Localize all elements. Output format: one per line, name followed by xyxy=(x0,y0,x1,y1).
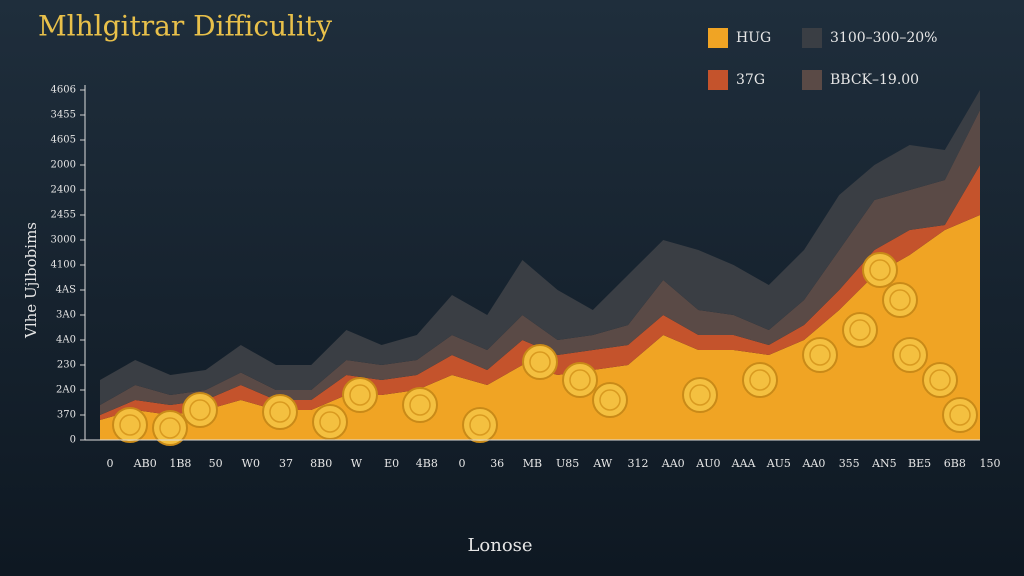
coin xyxy=(942,397,978,433)
y-tick-label: 2000 xyxy=(51,160,76,171)
x-tick-label: AAA xyxy=(731,457,757,470)
coin xyxy=(312,404,348,440)
coin xyxy=(842,312,878,348)
y-tick-label: 230 xyxy=(57,360,76,371)
coin xyxy=(152,410,188,446)
y-tick-label: 4A0 xyxy=(56,335,76,346)
x-tick-label: AU0 xyxy=(695,457,720,470)
coin-inner xyxy=(869,259,891,281)
x-tick-label: AU5 xyxy=(766,457,791,470)
legend-label: 3100–300–20% xyxy=(830,30,937,46)
legend-label: BBCK–19.00 xyxy=(830,72,919,88)
coin xyxy=(802,337,838,373)
coin-inner xyxy=(749,369,771,391)
y-axis-label: Vlhe Ujlbobims xyxy=(22,222,40,339)
legend-swatch xyxy=(708,70,728,90)
x-tick-label: 0 xyxy=(107,457,114,470)
coin-inner xyxy=(469,414,491,436)
y-tick-label: 4606 xyxy=(51,85,76,96)
x-tick-label: AA0 xyxy=(802,457,826,470)
x-tick-label: 1B8 xyxy=(169,457,191,470)
coin-inner xyxy=(159,417,181,439)
coin xyxy=(742,362,778,398)
coin xyxy=(592,382,628,418)
x-tick-label: 150 xyxy=(980,457,1001,470)
x-tick-label: 50 xyxy=(209,457,223,470)
coin-inner xyxy=(889,289,911,311)
coin-inner xyxy=(899,344,921,366)
x-tick-label: AB0 xyxy=(133,457,157,470)
x-tick-label: 37 xyxy=(279,457,293,470)
coin xyxy=(402,387,438,423)
x-tick-label: W0 xyxy=(242,457,260,470)
area xyxy=(100,110,980,415)
coin-inner xyxy=(809,344,831,366)
legend-label: HUG xyxy=(736,30,771,46)
coin xyxy=(342,377,378,413)
x-tick-label: MB xyxy=(523,457,542,470)
x-tick-label: AW xyxy=(592,457,612,470)
coin-inner xyxy=(599,389,621,411)
x-tick-label: 312 xyxy=(628,457,649,470)
coin-inner xyxy=(319,411,341,433)
coin xyxy=(882,282,918,318)
coin xyxy=(182,392,218,428)
legend-swatch xyxy=(802,70,822,90)
coin-inner xyxy=(529,351,551,373)
y-tick-label: 4605 xyxy=(51,135,76,146)
coin-inner xyxy=(569,369,591,391)
x-tick-label: 36 xyxy=(490,457,504,470)
x-tick-label: E0 xyxy=(384,457,399,470)
x-axis-label: Lonose xyxy=(467,535,532,556)
coin xyxy=(682,377,718,413)
y-tick-label: 370 xyxy=(57,410,76,421)
x-tick-label: U85 xyxy=(556,457,579,470)
coin-inner xyxy=(349,384,371,406)
y-tick-label: 2400 xyxy=(51,185,76,196)
x-tick-label: BE5 xyxy=(908,457,931,470)
coin-inner xyxy=(949,404,971,426)
coin-inner xyxy=(189,399,211,421)
coin-inner xyxy=(269,401,291,423)
x-tick-label: 8B0 xyxy=(310,457,332,470)
coin xyxy=(562,362,598,398)
y-tick-label: 3A0 xyxy=(56,310,76,321)
coin xyxy=(922,362,958,398)
coin xyxy=(522,344,558,380)
y-tick-label: 2455 xyxy=(51,210,76,221)
coin-inner xyxy=(119,414,141,436)
coin-inner xyxy=(849,319,871,341)
x-tick-label: AN5 xyxy=(871,457,897,470)
coin xyxy=(892,337,928,373)
y-tick-label: 2A0 xyxy=(56,385,76,396)
legend-swatch xyxy=(802,28,822,48)
y-tick-label: 3455 xyxy=(51,110,76,121)
coin-inner xyxy=(929,369,951,391)
x-tick-label: 355 xyxy=(839,457,860,470)
coin xyxy=(862,252,898,288)
legend-swatch xyxy=(708,28,728,48)
legend-label: 37G xyxy=(736,72,765,88)
coin xyxy=(262,394,298,430)
y-tick-label: 3000 xyxy=(51,235,76,246)
area xyxy=(100,90,980,405)
y-tick-label: 4AS xyxy=(56,285,77,296)
coin-inner xyxy=(409,394,431,416)
x-tick-label: W xyxy=(351,457,363,470)
coin xyxy=(462,407,498,443)
chart-title: Mlhlgitrar Difficulity xyxy=(38,10,332,43)
x-tick-label: 0 xyxy=(459,457,466,470)
x-tick-label: 4B8 xyxy=(416,457,438,470)
y-tick-label: 0 xyxy=(70,435,76,446)
y-tick-label: 4100 xyxy=(51,260,76,271)
x-tick-label: 6B8 xyxy=(944,457,966,470)
x-tick-label: AA0 xyxy=(661,457,685,470)
coin xyxy=(112,407,148,443)
coin-inner xyxy=(689,384,711,406)
